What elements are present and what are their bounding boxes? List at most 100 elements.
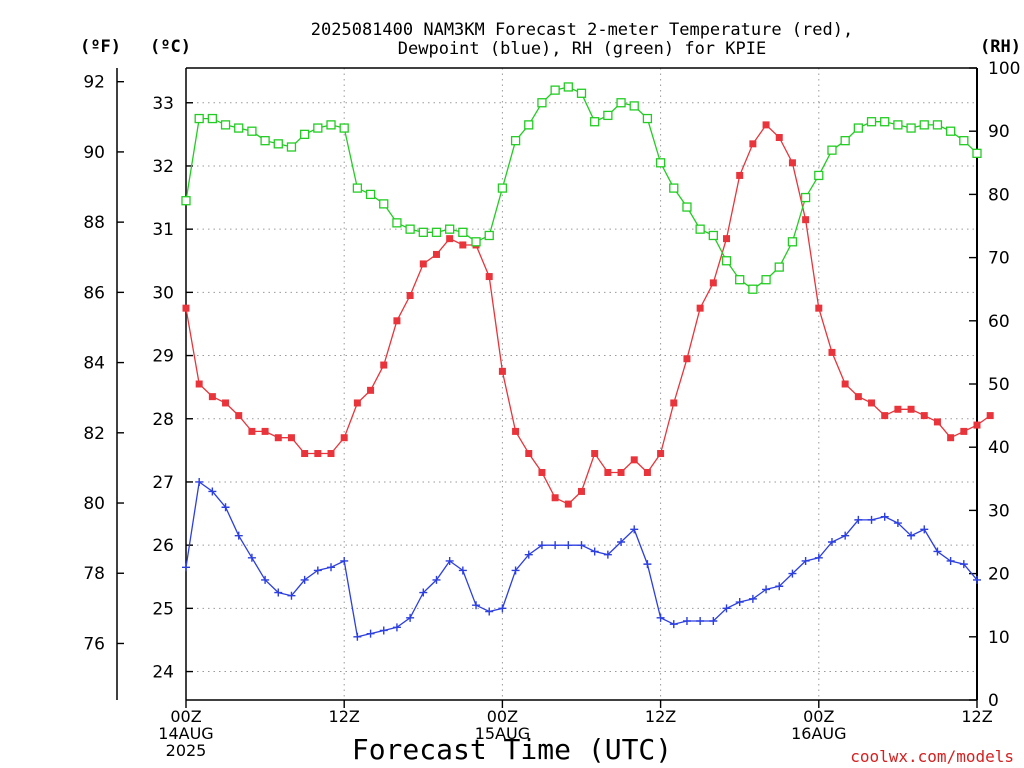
rh-point [458, 227, 468, 237]
time-tick-label: 00Z [170, 707, 201, 726]
temperature-point [960, 427, 968, 435]
temperature-point [446, 235, 454, 243]
dewpoint-point [709, 617, 718, 625]
dewpoint-point [880, 512, 889, 521]
dewpoint-point [234, 531, 243, 540]
temperature-point [432, 250, 440, 258]
temperature-point [353, 399, 361, 407]
rh-point [695, 224, 705, 234]
rh-tick-label: 90 [988, 122, 1010, 142]
rh-point [537, 98, 547, 108]
celsius-tick-label: 24 [152, 663, 174, 683]
dewpoint-point [327, 563, 336, 572]
dewpoint-point [775, 582, 784, 591]
dewpoint-point [814, 553, 823, 562]
temperature-point [274, 434, 282, 442]
rh-point [880, 117, 890, 127]
dewpoint-point [247, 553, 256, 562]
dewpoint-point [432, 575, 441, 584]
rh-point [682, 202, 692, 212]
rh-point [326, 120, 336, 130]
temperature-point [802, 216, 810, 224]
temperature-point [643, 468, 651, 476]
dewpoint-point [748, 594, 757, 603]
temperature-point [287, 434, 295, 442]
temperature-point [762, 121, 770, 129]
celsius-tick-label: 33 [152, 94, 174, 114]
dewpoint-point [208, 487, 217, 496]
temperature-point [788, 159, 796, 167]
dewpoint-point [643, 560, 652, 569]
source-credit: coolwx.com/models [850, 747, 1014, 766]
series-layer [181, 82, 994, 641]
dewpoint-point [353, 632, 362, 641]
rh-point [260, 136, 270, 146]
rh-tick-label: 40 [988, 438, 1010, 458]
dewpoint-point [419, 588, 428, 597]
dewpoint-point [762, 585, 771, 594]
rh-point [616, 98, 626, 108]
rh-tick-label: 30 [988, 501, 1010, 521]
dewpoint-point [682, 617, 691, 625]
dewpoint-point [973, 575, 981, 584]
fahrenheit-tick-label: 82 [83, 424, 105, 444]
dewpoint-point [392, 623, 401, 632]
fahrenheit-tick-label: 90 [83, 143, 105, 163]
temperature-point [182, 304, 190, 312]
temperature-series [182, 121, 994, 508]
dewpoint-point [801, 556, 810, 565]
rh-point [603, 110, 613, 121]
rh-point [510, 136, 521, 146]
temperature-point [604, 468, 612, 476]
temperature-point [986, 412, 994, 420]
rh-point [234, 123, 244, 133]
celsius-tick-label: 26 [152, 536, 174, 556]
fahrenheit-axis: 76 78 80 82 84 86 88 90 92 [83, 73, 124, 654]
x-axis-label: Forecast Time (UTC) [352, 733, 672, 766]
time-tick-label: 12Z [329, 707, 360, 726]
rh-point [655, 158, 666, 168]
temperature-point [393, 317, 401, 325]
rh-point [405, 224, 415, 234]
temperature-point [736, 171, 744, 179]
dewpoint-point [340, 556, 349, 565]
dewpoint-point [313, 566, 322, 575]
rh-point [484, 230, 494, 241]
temperature-point [657, 450, 665, 458]
temperature-point [868, 399, 876, 407]
dewpoint-point [577, 541, 586, 550]
dewpoint-point [445, 556, 454, 565]
rh-tick-label: 80 [988, 185, 1010, 205]
temperature-point [749, 140, 757, 148]
dewpoint-line [185, 480, 978, 638]
rh-point [273, 139, 283, 149]
temperature-point [419, 260, 427, 268]
rh-tick-label: 10 [988, 628, 1010, 648]
fahrenheit-tick-label: 84 [83, 354, 105, 374]
dewpoint-point [511, 566, 520, 575]
dewpoint-point [524, 550, 533, 559]
rh-point [735, 275, 745, 285]
rh-point [431, 227, 442, 237]
celsius-tick-label: 25 [152, 599, 174, 619]
rh-point [339, 123, 349, 133]
temperature-point [222, 399, 230, 407]
rh-point [945, 126, 956, 136]
time-tick-label: 00Z [487, 707, 518, 726]
dewpoint-point [959, 560, 968, 569]
rh-point [906, 123, 916, 133]
rh-point [800, 192, 811, 203]
dewpoint-point [261, 575, 270, 584]
rh-point [893, 120, 903, 130]
dewpoint-point [722, 604, 731, 613]
dewpoint-point [274, 588, 283, 597]
dewpoint-point [300, 575, 309, 584]
temperature-point [498, 367, 506, 375]
temperature-point [828, 348, 836, 356]
rh-point [853, 123, 863, 133]
rh-point [787, 237, 798, 247]
rh-tick-label: 50 [988, 375, 1010, 395]
dewpoint-point [590, 547, 599, 556]
fahrenheit-tick-label: 78 [83, 564, 105, 584]
temperature-point [512, 427, 520, 435]
